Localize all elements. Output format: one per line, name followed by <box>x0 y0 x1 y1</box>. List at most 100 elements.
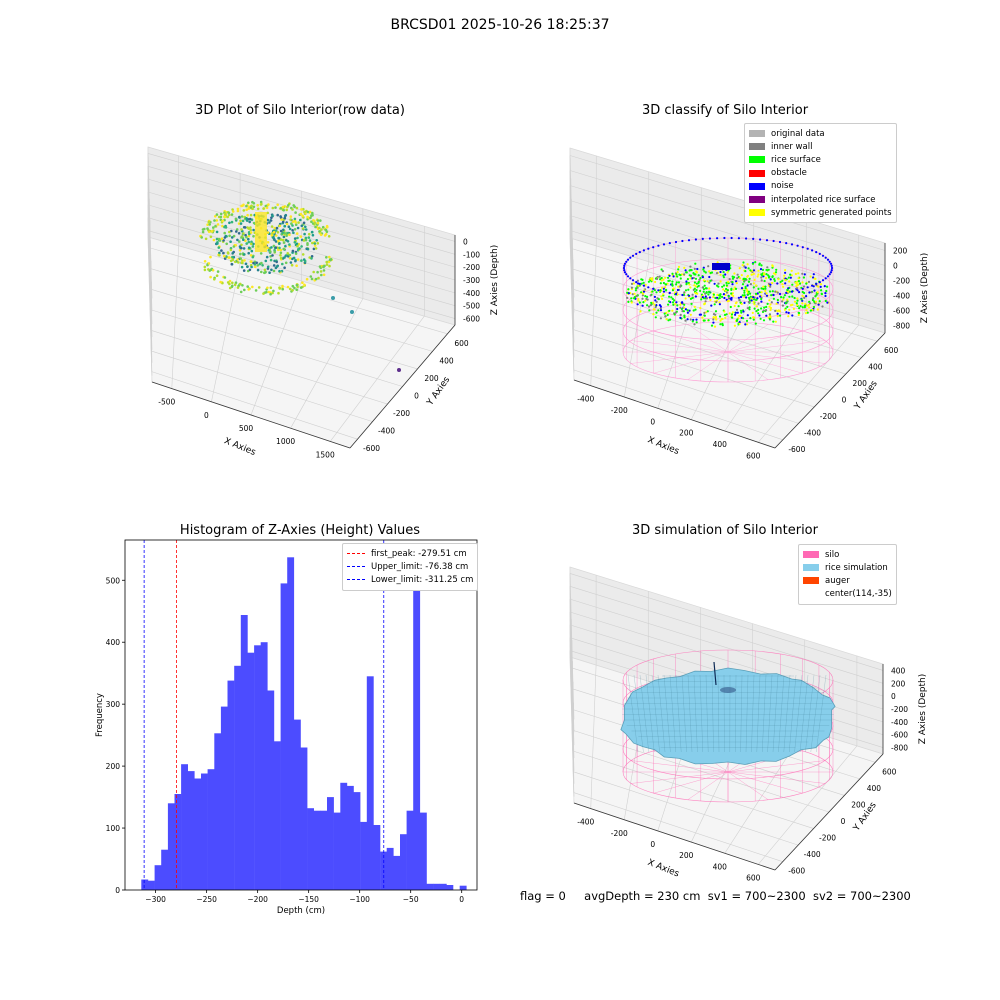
scatter-point <box>295 288 299 292</box>
histogram-bar <box>360 821 368 890</box>
scatter-point <box>245 219 249 222</box>
scatter-point <box>247 246 251 250</box>
scatter-point <box>626 296 629 299</box>
scatter-point <box>289 218 292 221</box>
scatter-point <box>765 239 769 242</box>
grid-line <box>149 288 418 370</box>
scatter-point <box>753 303 756 306</box>
scatter-point <box>207 268 210 271</box>
scatter-point <box>679 306 682 309</box>
scatter-point <box>740 302 743 305</box>
scatter-point <box>727 295 730 298</box>
scatter-point <box>691 296 694 300</box>
histogram-bar <box>260 642 268 890</box>
scatter-point <box>719 323 722 326</box>
scatter-point <box>209 235 213 239</box>
scatter-point <box>272 269 276 273</box>
scatter-point <box>733 324 737 327</box>
legend-swatch <box>347 553 365 555</box>
scatter-point <box>695 321 698 324</box>
surface-mesh-line <box>799 674 809 753</box>
scatter-point <box>693 281 697 284</box>
scatter-point <box>293 286 296 290</box>
scatter-point <box>695 318 698 321</box>
scatter-point <box>753 307 756 310</box>
scatter-point <box>637 297 640 301</box>
surface-mesh-line <box>699 674 703 753</box>
scatter-point <box>269 250 272 253</box>
scatter-point <box>684 319 687 322</box>
scatter-point <box>290 222 293 225</box>
z-axis-label: Z Axies (Depth) <box>920 253 930 324</box>
plot3-legend: first_peak: -279.51 cm Upper_limit: -76.… <box>342 543 479 591</box>
scatter-point <box>760 273 763 276</box>
scatter-point <box>751 311 754 314</box>
scatter-point <box>777 278 780 281</box>
scatter-point <box>767 276 771 279</box>
scatter-point <box>715 272 719 275</box>
x-axis-label: X Axies <box>646 435 681 457</box>
scatter-point <box>812 305 816 309</box>
scatter-point <box>747 293 750 296</box>
scatter-point <box>266 231 270 234</box>
scatter-point <box>731 275 734 278</box>
histogram-bar <box>386 847 394 890</box>
scatter-point <box>749 283 753 286</box>
scatter-point <box>314 277 318 281</box>
scatter-point <box>269 286 273 290</box>
scatter-point <box>300 259 303 262</box>
scatter-point <box>631 279 635 282</box>
scatter-point <box>709 279 712 282</box>
scatter-point <box>659 278 662 281</box>
scatter-point <box>225 255 228 258</box>
scatter-point <box>269 292 272 296</box>
scatter-point <box>234 217 238 221</box>
scatter-point <box>746 314 749 317</box>
y-tick-label: -200 <box>820 412 837 421</box>
scatter-point <box>662 290 666 293</box>
scatter-point <box>829 262 833 265</box>
scatter-point <box>815 282 818 285</box>
scatter-point <box>640 278 643 281</box>
scatter-point <box>653 303 656 306</box>
z-tick-label: 0 <box>893 262 898 271</box>
scatter-point <box>271 236 275 239</box>
scatter-point <box>237 222 241 225</box>
silo-spoke <box>727 771 769 800</box>
z-tick-label: -200 <box>463 263 480 272</box>
scatter-point <box>285 234 288 237</box>
scatter-point <box>660 295 663 298</box>
y-tick-label: 0 <box>414 392 419 401</box>
surface-mesh-line <box>778 674 785 753</box>
scatter-point <box>790 269 793 272</box>
scatter-point <box>281 238 285 242</box>
scatter-point <box>207 262 211 265</box>
scatter-point <box>296 236 299 240</box>
scatter-point <box>276 231 280 234</box>
scatter-point <box>668 309 671 312</box>
scatter-point <box>702 288 706 291</box>
scatter-point <box>760 300 763 303</box>
scatter-point <box>310 277 314 281</box>
silo-spoke <box>630 340 729 353</box>
scatter-point <box>797 280 801 283</box>
scatter-point <box>630 282 634 285</box>
scatter-point <box>803 304 807 307</box>
scatter-point <box>207 220 211 224</box>
scatter-point <box>668 295 671 298</box>
grid-line <box>569 573 575 720</box>
scatter-point <box>820 293 824 296</box>
scatter-point <box>752 272 755 275</box>
scatter-point <box>787 315 790 318</box>
scatter-point <box>771 290 774 293</box>
scatter-point <box>786 298 789 301</box>
auger-mark <box>713 661 717 686</box>
scatter-point <box>325 263 329 266</box>
plot-frame <box>124 539 478 891</box>
scatter-point <box>676 288 680 292</box>
scatter-point <box>291 249 295 253</box>
scatter-point <box>791 295 794 298</box>
scatter-point <box>629 277 632 280</box>
y-tick-label: 400 <box>439 356 454 365</box>
x-tick-label: −50 <box>403 895 419 904</box>
